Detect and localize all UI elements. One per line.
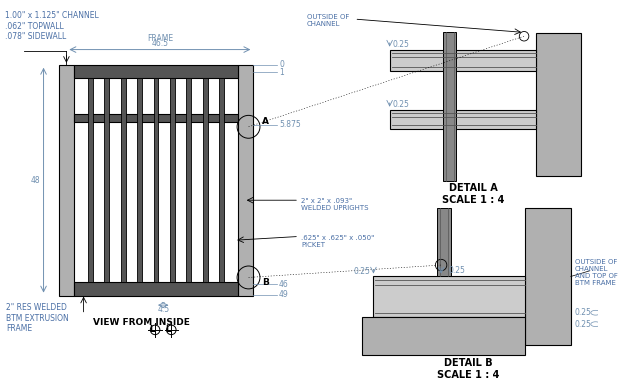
Text: 49: 49 bbox=[279, 290, 289, 299]
Text: 48: 48 bbox=[31, 176, 41, 185]
Polygon shape bbox=[203, 78, 208, 282]
Polygon shape bbox=[535, 34, 582, 176]
Text: 0.25: 0.25 bbox=[392, 40, 409, 49]
Text: .625" x .625" x .050"
PICKET: .625" x .625" x .050" PICKET bbox=[301, 235, 374, 248]
Polygon shape bbox=[74, 65, 238, 78]
Polygon shape bbox=[154, 78, 158, 282]
Polygon shape bbox=[74, 282, 238, 296]
Polygon shape bbox=[238, 65, 253, 296]
Text: OUTSIDE OF
CHANNEL
AND TOP OF
BTM FRAME: OUTSIDE OF CHANNEL AND TOP OF BTM FRAME bbox=[575, 259, 618, 286]
Polygon shape bbox=[389, 50, 535, 70]
Polygon shape bbox=[59, 65, 74, 296]
Text: 2" RES WELDED
BTM EXTRUSION
FRAME: 2" RES WELDED BTM EXTRUSION FRAME bbox=[6, 303, 69, 333]
Polygon shape bbox=[389, 110, 535, 129]
Polygon shape bbox=[137, 78, 142, 282]
Polygon shape bbox=[362, 317, 525, 355]
Text: 4.5: 4.5 bbox=[157, 305, 169, 314]
Text: VIEW FROM INSIDE: VIEW FROM INSIDE bbox=[94, 319, 190, 327]
Polygon shape bbox=[187, 78, 191, 282]
Text: L: L bbox=[165, 325, 171, 335]
Polygon shape bbox=[121, 78, 125, 282]
Text: 46: 46 bbox=[279, 280, 289, 289]
Polygon shape bbox=[104, 78, 109, 282]
Text: 1: 1 bbox=[279, 68, 284, 77]
Polygon shape bbox=[88, 78, 93, 282]
Text: 0.25: 0.25 bbox=[449, 266, 466, 275]
Polygon shape bbox=[443, 32, 456, 181]
Polygon shape bbox=[170, 78, 175, 282]
Polygon shape bbox=[219, 78, 224, 282]
Text: L: L bbox=[149, 325, 155, 335]
Text: 0.25: 0.25 bbox=[575, 320, 592, 329]
Text: 46.5: 46.5 bbox=[152, 39, 168, 48]
Polygon shape bbox=[525, 208, 571, 345]
Text: 0: 0 bbox=[279, 60, 284, 69]
Text: 0.25: 0.25 bbox=[575, 308, 592, 317]
Polygon shape bbox=[74, 114, 238, 122]
Text: FRAME: FRAME bbox=[147, 34, 173, 43]
Text: B: B bbox=[262, 278, 269, 287]
Text: 1.00" x 1.125" CHANNEL
.062" TOPWALL
.078" SIDEWALL: 1.00" x 1.125" CHANNEL .062" TOPWALL .07… bbox=[6, 11, 99, 41]
Polygon shape bbox=[437, 208, 451, 277]
Text: DETAIL A
SCALE 1 : 4: DETAIL A SCALE 1 : 4 bbox=[442, 183, 505, 205]
Text: 5.875: 5.875 bbox=[279, 120, 301, 130]
Text: OUTSIDE OF
CHANNEL: OUTSIDE OF CHANNEL bbox=[306, 14, 349, 27]
Polygon shape bbox=[373, 277, 525, 317]
Text: 0.25: 0.25 bbox=[354, 267, 371, 276]
Text: A: A bbox=[262, 117, 269, 126]
Text: 0.25: 0.25 bbox=[392, 100, 409, 109]
Text: DETAIL B
SCALE 1 : 4: DETAIL B SCALE 1 : 4 bbox=[437, 359, 499, 380]
Text: 2" x 2" x .093"
WELDED UPRIGHTS: 2" x 2" x .093" WELDED UPRIGHTS bbox=[301, 198, 368, 211]
